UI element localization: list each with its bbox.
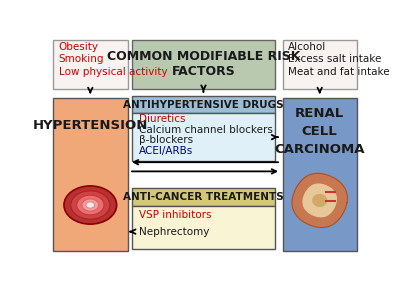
Text: HYPERTENSION: HYPERTENSION xyxy=(33,119,148,132)
Circle shape xyxy=(86,202,95,208)
Text: Obesity: Obesity xyxy=(59,42,99,52)
Bar xyxy=(132,113,275,161)
Bar xyxy=(132,188,275,206)
Text: Diuretics: Diuretics xyxy=(139,114,186,124)
Bar xyxy=(282,98,357,251)
Text: Excess salt intake: Excess salt intake xyxy=(288,54,382,64)
Text: Meat and fat intake: Meat and fat intake xyxy=(288,67,390,77)
Text: Low physical activity: Low physical activity xyxy=(59,67,167,77)
Circle shape xyxy=(64,186,117,224)
Bar xyxy=(282,39,357,89)
Text: Smoking: Smoking xyxy=(59,54,104,64)
Text: COMMON MODIFIABLE RISK
FACTORS: COMMON MODIFIABLE RISK FACTORS xyxy=(107,50,300,78)
Text: Alcohol: Alcohol xyxy=(288,42,326,52)
Circle shape xyxy=(71,191,110,219)
Text: VSP inhibitors: VSP inhibitors xyxy=(139,211,212,220)
Text: Calcium channel blockers: Calcium channel blockers xyxy=(139,125,273,135)
Text: ACEI/ARBs: ACEI/ARBs xyxy=(139,146,193,156)
Circle shape xyxy=(82,199,99,211)
Text: RENAL
CELL
CARCINOMA: RENAL CELL CARCINOMA xyxy=(274,107,365,156)
Text: ANTIHYPERTENSIVE DRUGS: ANTIHYPERTENSIVE DRUGS xyxy=(123,100,284,110)
Bar xyxy=(132,206,275,249)
Text: β-blockers: β-blockers xyxy=(139,135,193,145)
Bar xyxy=(53,39,128,89)
Bar xyxy=(53,98,128,251)
Bar xyxy=(132,96,275,113)
Bar xyxy=(132,39,275,89)
Text: Nephrectomy: Nephrectomy xyxy=(139,227,209,237)
Polygon shape xyxy=(303,184,336,217)
Polygon shape xyxy=(313,194,326,206)
Text: ANTI-CANCER TREATMENTS: ANTI-CANCER TREATMENTS xyxy=(123,192,284,202)
Circle shape xyxy=(77,195,104,215)
Polygon shape xyxy=(292,173,347,227)
